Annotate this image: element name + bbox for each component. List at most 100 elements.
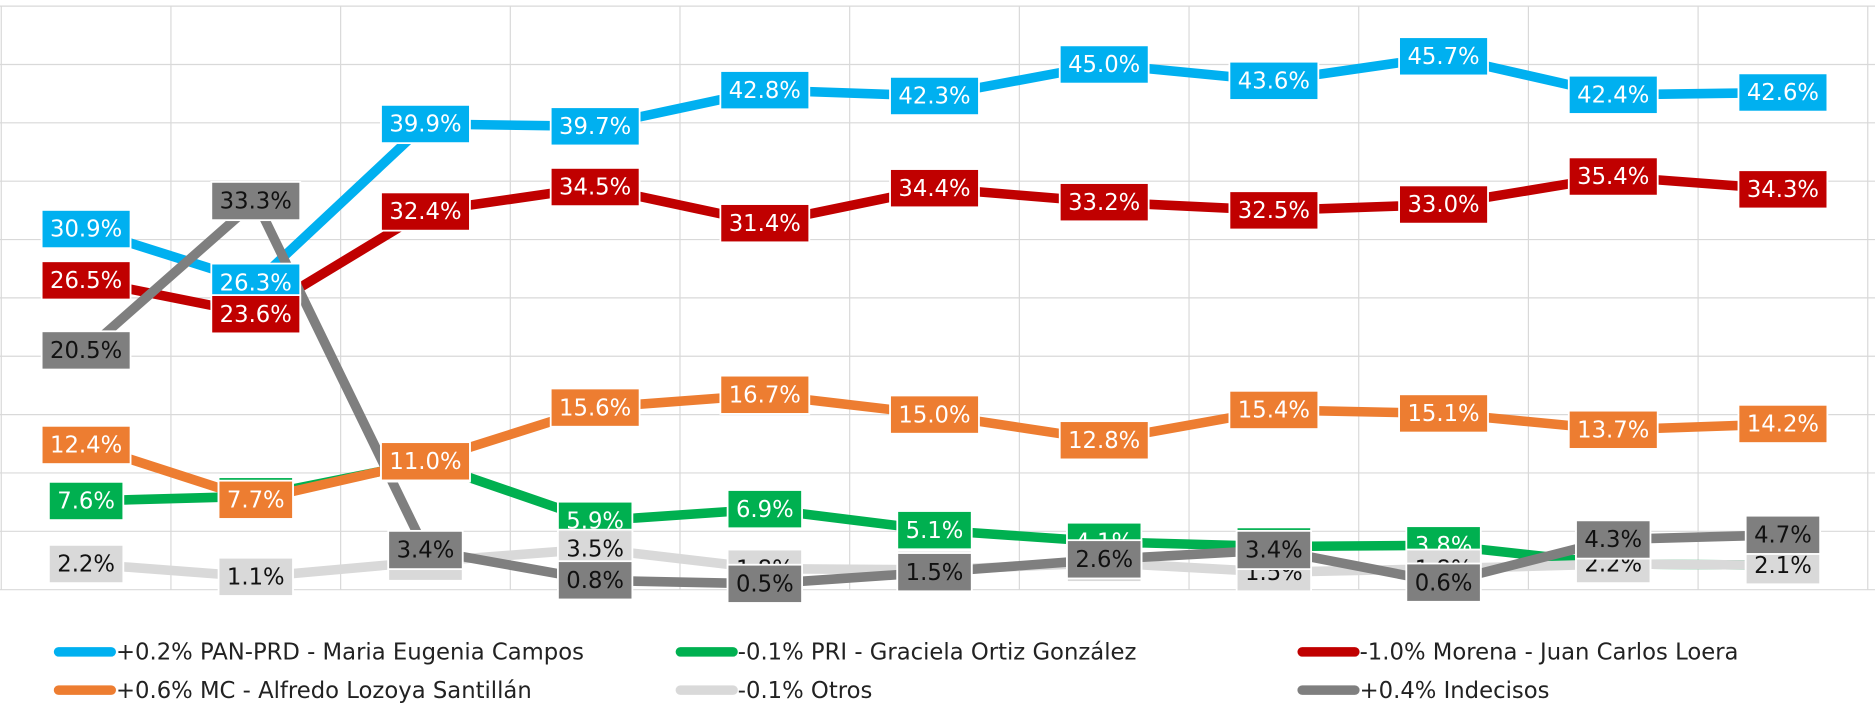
label-text: 7.7% (227, 487, 285, 513)
data-label: 35.4% (1567, 156, 1659, 197)
label-text: 45.0% (1068, 52, 1140, 78)
data-label: 42.8% (719, 70, 811, 111)
data-label: 15.4% (1228, 389, 1320, 430)
data-label: 12.4% (40, 424, 132, 465)
label-box (1737, 72, 1829, 113)
legend-label: +0.2% PAN-PRD - Maria Eugenia Campos (116, 640, 584, 666)
data-label: 42.6% (1737, 72, 1829, 113)
label-box (549, 166, 641, 208)
label-box (719, 70, 811, 111)
label-text: 7.6% (57, 489, 115, 515)
label-text: 5.1% (906, 518, 964, 544)
data-label: 15.1% (1398, 393, 1489, 434)
label-text: 2.2% (57, 552, 115, 578)
label-text: 33.2% (1068, 190, 1140, 216)
data-label: 3.4% (387, 529, 464, 571)
label-text: 4.3% (1584, 527, 1642, 553)
data-label: 31.4% (719, 203, 811, 244)
label-box (1737, 403, 1829, 444)
data-label: 42.4% (1567, 74, 1659, 115)
data-label: 33.0% (1398, 184, 1489, 225)
label-text: 13.7% (1577, 417, 1649, 443)
label-box (387, 529, 464, 571)
label-box (726, 563, 803, 604)
label-text: 0.5% (736, 572, 794, 598)
label-box (719, 374, 811, 415)
data-label: 11.0% (380, 441, 471, 482)
label-box (1228, 190, 1320, 231)
label-text: 1.1% (227, 565, 285, 591)
data-label: 0.6% (1405, 562, 1482, 603)
label-text: 31.4% (729, 211, 801, 237)
data-label: 39.9% (380, 103, 471, 145)
data-label: 7.7% (217, 479, 294, 520)
label-text: 2.6% (1075, 547, 1133, 573)
data-label: 32.5% (1228, 190, 1320, 231)
data-label: 13.7% (1567, 409, 1659, 450)
label-text: 34.3% (1747, 177, 1819, 203)
label-box (210, 180, 302, 222)
data-label: 14.2% (1737, 403, 1829, 444)
label-text: 0.6% (1415, 570, 1473, 596)
data-label: 32.4% (380, 191, 471, 232)
label-text: 26.5% (50, 268, 122, 294)
label-text: 32.4% (389, 199, 461, 225)
data-label: 3.4% (1235, 529, 1313, 571)
legend-label: -0.1% PRI - Graciela Ortiz González (738, 640, 1137, 666)
label-text: 23.6% (220, 302, 292, 328)
label-box (210, 294, 302, 335)
label-text: 3.5% (566, 537, 624, 563)
data-label: 42.3% (889, 75, 980, 117)
data-label: 34.3% (1737, 169, 1829, 210)
label-text: 16.7% (729, 382, 801, 408)
label-text: 45.7% (1407, 44, 1479, 70)
label-text: 32.5% (1238, 198, 1310, 224)
label-text: 12.4% (50, 433, 122, 459)
data-label: 34.4% (889, 168, 980, 209)
data-label: 33.3% (210, 180, 302, 222)
legend-label: +0.4% Indecisos (1360, 678, 1550, 704)
data-label: 4.3% (1575, 519, 1652, 560)
label-text: 34.5% (559, 175, 631, 201)
label-text: 12.8% (1068, 428, 1140, 454)
data-label: 34.5% (549, 166, 641, 208)
data-label: 5.1% (896, 510, 973, 551)
label-box (47, 480, 125, 521)
label-text: 34.4% (898, 176, 970, 202)
data-label: 6.9% (726, 489, 803, 530)
label-text: 42.6% (1747, 80, 1819, 106)
data-label: 26.5% (40, 260, 132, 301)
label-box (47, 543, 125, 585)
label-box (217, 556, 294, 597)
label-text: 1.5% (906, 560, 964, 586)
label-text: 0.8% (566, 568, 624, 594)
label-text: 11.0% (389, 449, 461, 475)
label-box (1737, 169, 1829, 210)
label-text: 35.4% (1577, 164, 1649, 190)
data-label: 23.6% (210, 294, 302, 335)
label-box (380, 191, 471, 232)
label-text: 42.8% (729, 78, 801, 104)
label-box (889, 75, 980, 117)
legend-label: -0.1% Otros (738, 678, 873, 704)
data-label: 15.0% (889, 394, 980, 435)
label-box (380, 103, 471, 145)
label-box (549, 387, 641, 428)
label-text: 3.4% (397, 538, 455, 564)
label-text: 42.3% (898, 84, 970, 110)
label-text: 15.6% (559, 395, 631, 421)
data-label: 33.2% (1058, 182, 1150, 223)
label-box (1066, 539, 1143, 580)
label-text: 4.7% (1754, 523, 1812, 549)
legend-label: -1.0% Morena - Juan Carlos Loera (1360, 640, 1739, 666)
data-label: 0.5% (726, 563, 803, 604)
label-box (896, 510, 973, 551)
data-label: 7.6% (47, 480, 125, 521)
data-label: 2.6% (1066, 539, 1143, 580)
label-text: 42.4% (1577, 83, 1649, 109)
label-text: 3.4% (1245, 538, 1303, 564)
label-text: 30.9% (50, 217, 122, 243)
label-box (40, 260, 132, 301)
label-text: 20.5% (50, 338, 122, 364)
data-label: 15.6% (549, 387, 641, 428)
